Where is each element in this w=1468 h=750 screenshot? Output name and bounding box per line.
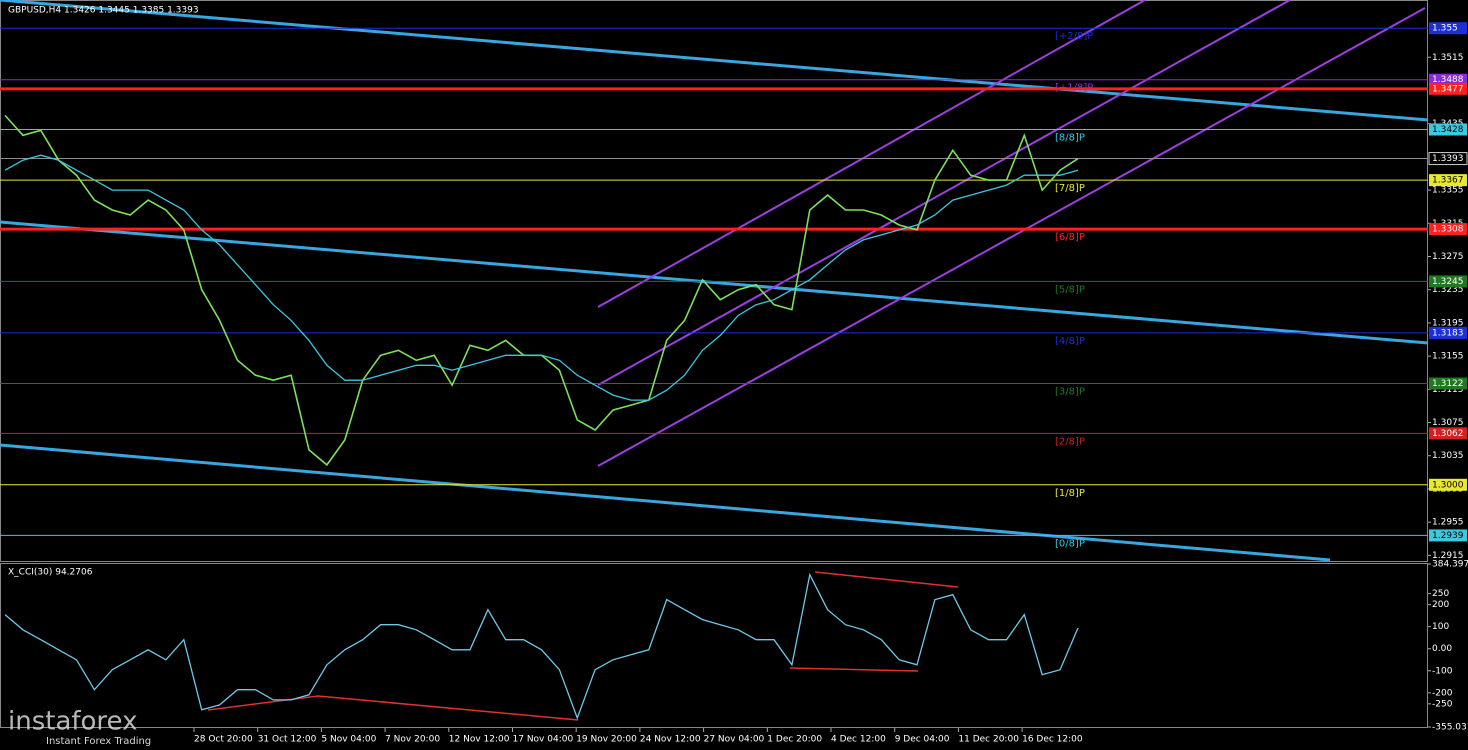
x-tick-label: 17 Nov 04:00 — [513, 735, 574, 745]
level-box — [1429, 275, 1467, 288]
level-box — [1429, 22, 1467, 35]
level-box — [1429, 326, 1467, 339]
level-label: 1.3488 — [1432, 75, 1464, 85]
y-tick-label: 1.3355 — [1432, 186, 1464, 196]
y-tick-label: 0.00 — [1432, 644, 1452, 654]
x-tick-label: 7 Nov 20:00 — [385, 735, 440, 745]
level-box — [1429, 377, 1467, 390]
murrey-label: [0/8]P — [1055, 538, 1085, 549]
level-box — [1429, 478, 1467, 491]
divergence — [814, 571, 959, 588]
y-tick-label: 1.3235 — [1432, 285, 1464, 295]
murrey-label: [7/8]P — [1055, 183, 1085, 194]
murrey-label: [2/8]P — [1055, 436, 1085, 447]
series-line — [4, 154, 1079, 401]
cci-panel — [0, 563, 1428, 728]
level-box — [1429, 82, 1467, 95]
murrey-label: [4/8]P — [1055, 336, 1085, 347]
y-tick-label: 1.3075 — [1432, 418, 1464, 428]
y-tick-label: 200 — [1432, 600, 1449, 610]
murrey-label: [3/8]P — [1055, 387, 1085, 398]
x-tick-label: 11 Dec 20:00 — [958, 735, 1019, 745]
x-tick-label: 12 Nov 12:00 — [449, 735, 510, 745]
y-tick-label: 1.3195 — [1432, 318, 1464, 328]
x-tick-label: 5 Nov 04:00 — [321, 735, 376, 745]
channel-line — [597, 0, 1146, 308]
level-box — [1429, 529, 1467, 542]
y-tick-label: -100 — [1432, 666, 1453, 676]
level-label: 1.3245 — [1432, 277, 1464, 287]
series-line — [4, 572, 1079, 720]
x-tick-label: 27 Nov 04:00 — [704, 735, 765, 745]
level-label: 1.3393 — [1432, 154, 1464, 164]
level-box — [1429, 174, 1467, 187]
level-label: 1.3308 — [1432, 225, 1464, 235]
trendline — [0, 443, 1331, 562]
y-tick-label: -250 — [1432, 699, 1453, 709]
level-label: 1.3122 — [1432, 379, 1464, 389]
level-box — [1428, 152, 1468, 166]
x-tick-label: 19 Nov 20:00 — [576, 735, 637, 745]
indicator-header: X_CCI(30) 94.2706 — [8, 568, 93, 578]
y-tick-label: 1.3115 — [1432, 385, 1464, 395]
divergence — [317, 695, 579, 721]
level-label: 1.3000 — [1432, 480, 1464, 490]
watermark-brand: instaforex — [8, 707, 137, 737]
chart-header: GBPUSD,H4 1.3426 1.3445 1.3385 1.3393 — [8, 6, 199, 16]
y-tick-label: -200 — [1432, 688, 1453, 698]
y-tick-label: 1.3275 — [1432, 252, 1464, 262]
level-box — [1429, 223, 1467, 236]
level-label: 1.355 — [1432, 24, 1458, 34]
level-label: 1.3367 — [1432, 176, 1464, 186]
level-label: 1.3428 — [1432, 125, 1464, 135]
level-box — [1429, 123, 1467, 136]
divergence — [789, 667, 919, 672]
trendline — [0, 220, 1429, 345]
y-tick-label: 100 — [1432, 622, 1449, 632]
murrey-label: [5/8]P — [1055, 284, 1085, 295]
divergence — [207, 695, 319, 711]
channel-line — [597, 0, 1291, 386]
y-tick-label: 1.3155 — [1432, 352, 1464, 362]
level-label: 1.3183 — [1432, 328, 1464, 338]
trendline — [0, 0, 1429, 122]
y-tick-label: -355.0315 — [1432, 723, 1468, 733]
divergence-lines — [207, 571, 959, 721]
level-label: 1.3477 — [1432, 84, 1464, 94]
y-tick-label: 1.2955 — [1432, 518, 1464, 528]
murrey-label: [8/8]P — [1055, 133, 1085, 144]
x-tick-label: 4 Dec 12:00 — [831, 735, 886, 745]
x-tick-label: 24 Nov 12:00 — [640, 735, 701, 745]
x-tick-label: 16 Dec 12:00 — [1022, 735, 1083, 745]
y-tick-label: 1.3035 — [1432, 451, 1464, 461]
murrey-label: [+2/8]P — [1055, 31, 1093, 42]
level-label: 1.2939 — [1432, 531, 1464, 541]
x-tick-label: 28 Oct 20:00 — [194, 735, 253, 745]
level-label: 1.3062 — [1432, 429, 1464, 439]
y-tick-label: 250 — [1432, 589, 1449, 599]
y-tick-label: 1.3515 — [1432, 53, 1464, 63]
channel — [597, 0, 1426, 467]
trendlines — [0, 0, 1429, 562]
x-tick-label: 1 Dec 20:00 — [767, 735, 822, 745]
x-tick-label: 31 Oct 12:00 — [258, 735, 317, 745]
murrey-label: [1/8]P — [1055, 488, 1085, 499]
level-box — [1429, 427, 1467, 440]
level-box — [1429, 73, 1467, 86]
y-tick-label: 384.3971 — [1432, 560, 1468, 570]
channel-line — [597, 7, 1426, 467]
murrey-label: [6/8]P — [1055, 232, 1085, 243]
watermark-tagline: Instant Forex Trading — [46, 736, 151, 747]
x-tick-label: 9 Dec 04:00 — [895, 735, 950, 745]
y-tick-label: 1.2915 — [1432, 551, 1464, 561]
